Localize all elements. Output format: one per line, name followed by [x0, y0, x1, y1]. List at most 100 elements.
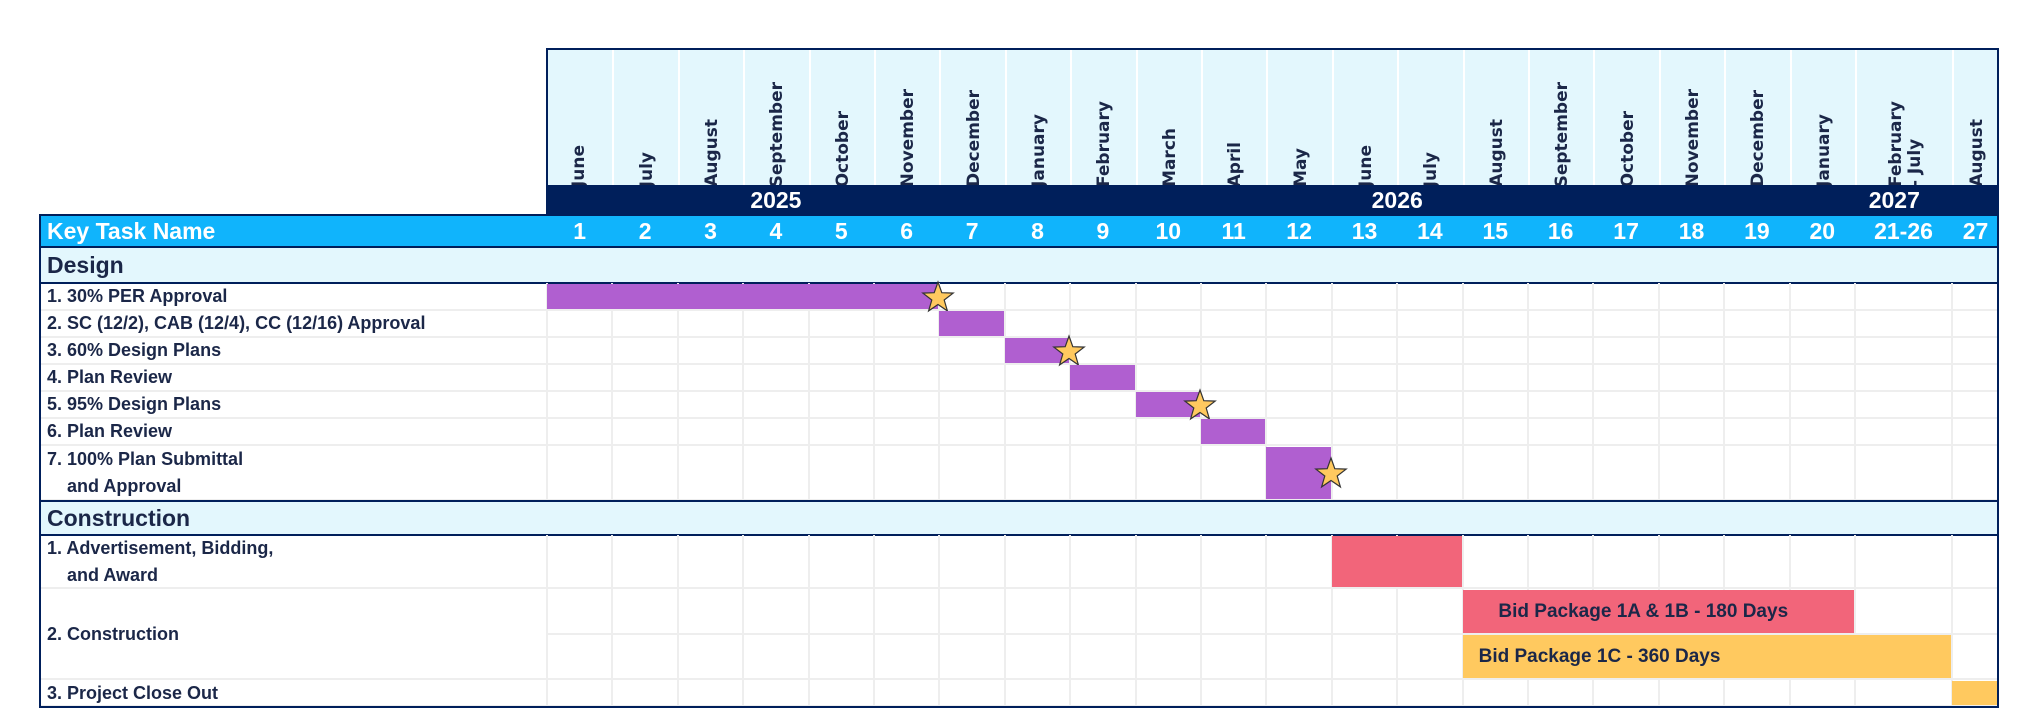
month-label: November — [1658, 50, 1726, 187]
month-label: November — [874, 50, 941, 187]
grid-line — [1657, 337, 1660, 364]
grid-line — [1461, 310, 1464, 337]
grid-line — [1788, 418, 1791, 445]
task-row: 2. Construction — [39, 589, 1999, 679]
gantt-bar[interactable] — [547, 284, 939, 309]
grid-line — [873, 337, 875, 364]
section-border — [39, 246, 1999, 248]
month-label-text: July — [1421, 151, 1442, 187]
month-label-text: September — [1552, 81, 1573, 187]
grid-line — [1657, 364, 1660, 391]
gantt-bar[interactable] — [1070, 365, 1135, 390]
month-label: August — [1952, 50, 2001, 187]
month-label-text: December — [1748, 89, 1769, 187]
grid-line — [1854, 391, 1856, 418]
grid-line — [39, 309, 1999, 311]
grid-line — [873, 446, 875, 500]
month-label: January — [1789, 50, 1857, 187]
grid-line — [1527, 337, 1529, 364]
period-number-row: Key Task Name 1 2 3 4 5 6 7 8 9 10 11 12 13 14 15 16 17 1… — [39, 216, 1999, 247]
month-label-text: October — [832, 110, 853, 187]
grid-line — [938, 337, 941, 364]
grid-line — [1657, 446, 1660, 500]
grid-line — [1951, 535, 1953, 588]
grid-line — [1657, 310, 1660, 337]
grid-line — [1330, 337, 1333, 364]
month-label: June — [547, 50, 612, 187]
grid-line — [676, 680, 679, 706]
grid-line — [1592, 364, 1595, 391]
grid-line — [1951, 310, 1953, 337]
grid-line — [1723, 310, 1726, 337]
gantt-bar[interactable] — [1201, 419, 1266, 444]
grid-line — [676, 535, 679, 588]
gantt-bar[interactable] — [939, 311, 1004, 336]
task-label: 5. 95% Design Plans — [47, 394, 222, 414]
year-label: 2027 — [1868, 187, 1920, 213]
grid-line — [1788, 680, 1791, 706]
task-row: 1. Advertisement, Bidding, and Award — [39, 535, 1999, 588]
grid-line — [1951, 283, 1953, 310]
gantt-bar[interactable]: Bid Package 1C - 360 Days — [1462, 635, 1951, 678]
grid-line — [546, 446, 548, 500]
grid-line — [1592, 310, 1595, 337]
table-border — [1997, 216, 1999, 708]
bar-label: Bid Package 1A & 1B - 180 Days — [1498, 600, 1789, 622]
grid-line — [1330, 680, 1333, 706]
grid-line — [1134, 446, 1137, 500]
grid-line — [1788, 391, 1791, 418]
grid-line — [676, 310, 679, 337]
period-number: 6 — [900, 218, 914, 244]
grid-line — [1951, 364, 1953, 391]
grid-line — [1527, 391, 1529, 418]
task-label: 3. Project Close Out — [47, 682, 219, 703]
gantt-bar[interactable] — [1331, 536, 1462, 587]
grid-line — [39, 678, 1999, 680]
bar-label: Bid Package 1C - 360 Days — [1478, 645, 1721, 667]
table-border — [39, 216, 41, 708]
grid-line — [1134, 283, 1137, 310]
grid-line — [1003, 680, 1006, 706]
month-label: December — [1724, 50, 1791, 187]
grid-line — [1396, 310, 1399, 337]
grid-line — [546, 535, 548, 588]
grid-line — [1396, 283, 1399, 310]
grid-line — [1657, 680, 1660, 706]
grid-line — [1527, 680, 1529, 706]
grid-line — [1200, 310, 1202, 337]
month-label-text: November — [898, 88, 919, 187]
grid-line — [1200, 680, 1202, 706]
grid-line — [1527, 418, 1529, 445]
grid-line — [1788, 535, 1791, 588]
grid-line — [1069, 391, 1072, 418]
grid-line — [807, 446, 810, 500]
gantt-bar[interactable] — [1952, 681, 1998, 705]
year-label: 2026 — [1371, 187, 1423, 213]
grid-line — [676, 418, 679, 445]
grid-line — [1788, 310, 1791, 337]
star-icon — [921, 279, 956, 312]
month-label-text: August — [701, 119, 722, 187]
grid-line — [807, 337, 810, 364]
grid-line — [1527, 364, 1529, 391]
grid-line — [807, 391, 810, 418]
section-border — [39, 282, 1999, 284]
grid-line — [676, 337, 679, 364]
grid-line — [1396, 446, 1399, 500]
gantt-bar[interactable]: Bid Package 1A & 1B - 180 Days — [1462, 590, 1854, 633]
table-border — [39, 706, 1999, 708]
grid-line — [1069, 446, 1072, 500]
grid-line — [807, 418, 810, 445]
grid-line — [1461, 364, 1464, 391]
key-task-name-header: Key Task Name — [47, 218, 216, 244]
grid-line — [1396, 418, 1399, 445]
grid-line — [1657, 418, 1660, 445]
grid-line — [1003, 283, 1006, 310]
month-label-text: March — [1159, 128, 1180, 187]
task-row: 5. 95% Design Plans — [39, 391, 1999, 418]
grid-line — [1592, 337, 1595, 364]
grid-line — [1592, 446, 1595, 500]
period-number: 14 — [1417, 218, 1443, 244]
month-label: February - July — [1855, 50, 1954, 187]
grid-line — [1069, 310, 1072, 337]
